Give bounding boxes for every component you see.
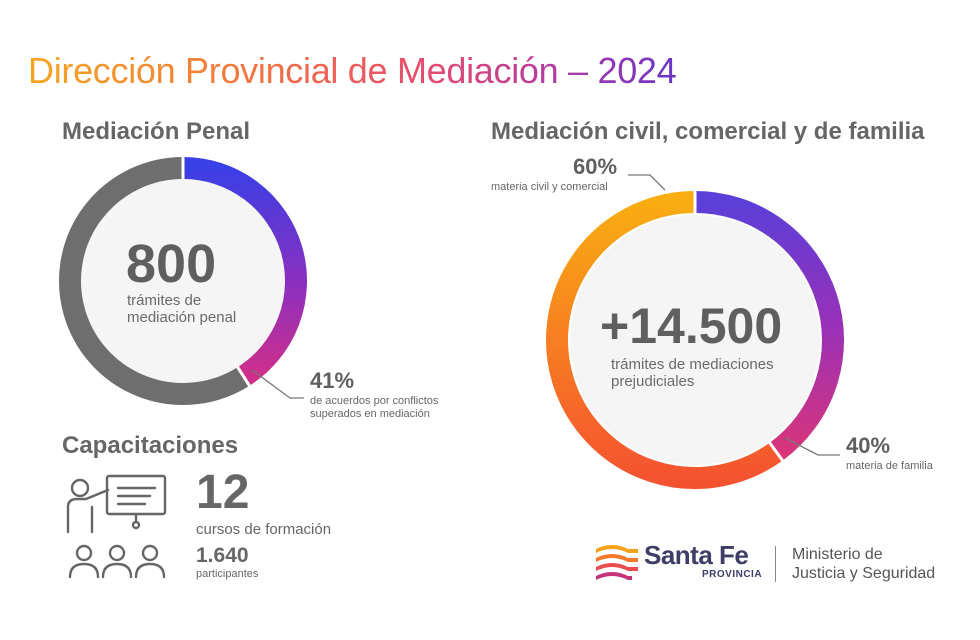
penal-pct-label: 41% (310, 368, 355, 393)
civil-seg1-desc: materia civil y comercial (491, 181, 608, 193)
ministry-line1: Ministerio de (792, 546, 883, 563)
civil-seg2-pct: 40% (846, 433, 891, 458)
courses-value: 12 (196, 466, 250, 519)
penal-center-label-line2: mediación penal (127, 309, 237, 326)
santa-fe-logo-icon (596, 545, 638, 580)
segment-separator (767, 441, 785, 463)
brand-name: Santa Fe (644, 540, 749, 570)
courses-label: cursos de formación (196, 521, 332, 538)
penal-center-value: 800 (126, 234, 217, 294)
penal-pct-desc-line2: superados en mediación (310, 408, 430, 420)
penal-center-label-line1: trámites de (127, 292, 202, 309)
capacitaciones-section-title: Capacitaciones (62, 432, 239, 459)
civil-center-label-line1: trámites de mediaciones (611, 356, 774, 373)
penal-center-label: trámites de mediación penal (127, 292, 236, 326)
segment-separator (235, 365, 252, 388)
penal-pct-desc: de acuerdos por conflictos superados en … (310, 395, 438, 421)
civil-slice-civil-comercial (546, 191, 783, 489)
civil-donut-ring (546, 190, 844, 489)
civil-leader-line-60 (628, 174, 666, 191)
ministry-line2: Justicia y Seguridad (792, 565, 936, 582)
penal-donut-center (81, 179, 285, 383)
penal-pct-desc-line1: de acuerdos por conflictos (310, 395, 439, 407)
civil-center-label: trámites de mediaciones prejudiciales (611, 356, 774, 390)
civil-center-value: +14.500 (600, 298, 783, 354)
penal-leader-line (251, 369, 304, 399)
penal-slice-acuerdos (182, 157, 307, 386)
footer-divider (775, 546, 776, 582)
penal-slice-resto (59, 157, 250, 405)
civil-section-title: Mediación civil, comercial y de familia (491, 118, 925, 145)
civil-center-label-line2: prejudiciales (611, 373, 695, 390)
page-title: Dirección Provincial de Mediación – 2024 (28, 50, 677, 91)
ministry-name: Ministerio de Justicia y Seguridad (792, 545, 935, 583)
penal-section-title: Mediación Penal (62, 118, 251, 145)
civil-slice-familia (694, 191, 844, 461)
participants-label: participantes (196, 568, 259, 580)
penal-donut-ring (59, 156, 307, 405)
civil-seg1-pct: 60% (573, 154, 618, 179)
participants-icon (68, 544, 166, 579)
brand-sub: PROVINCIA (702, 569, 763, 580)
civil-donut-center (570, 215, 820, 465)
civil-seg2-desc: materia de familia (846, 460, 933, 472)
participants-value: 1.640 (196, 544, 249, 567)
civil-leader-line-40 (784, 437, 840, 456)
training-presenter-icon (66, 474, 167, 534)
